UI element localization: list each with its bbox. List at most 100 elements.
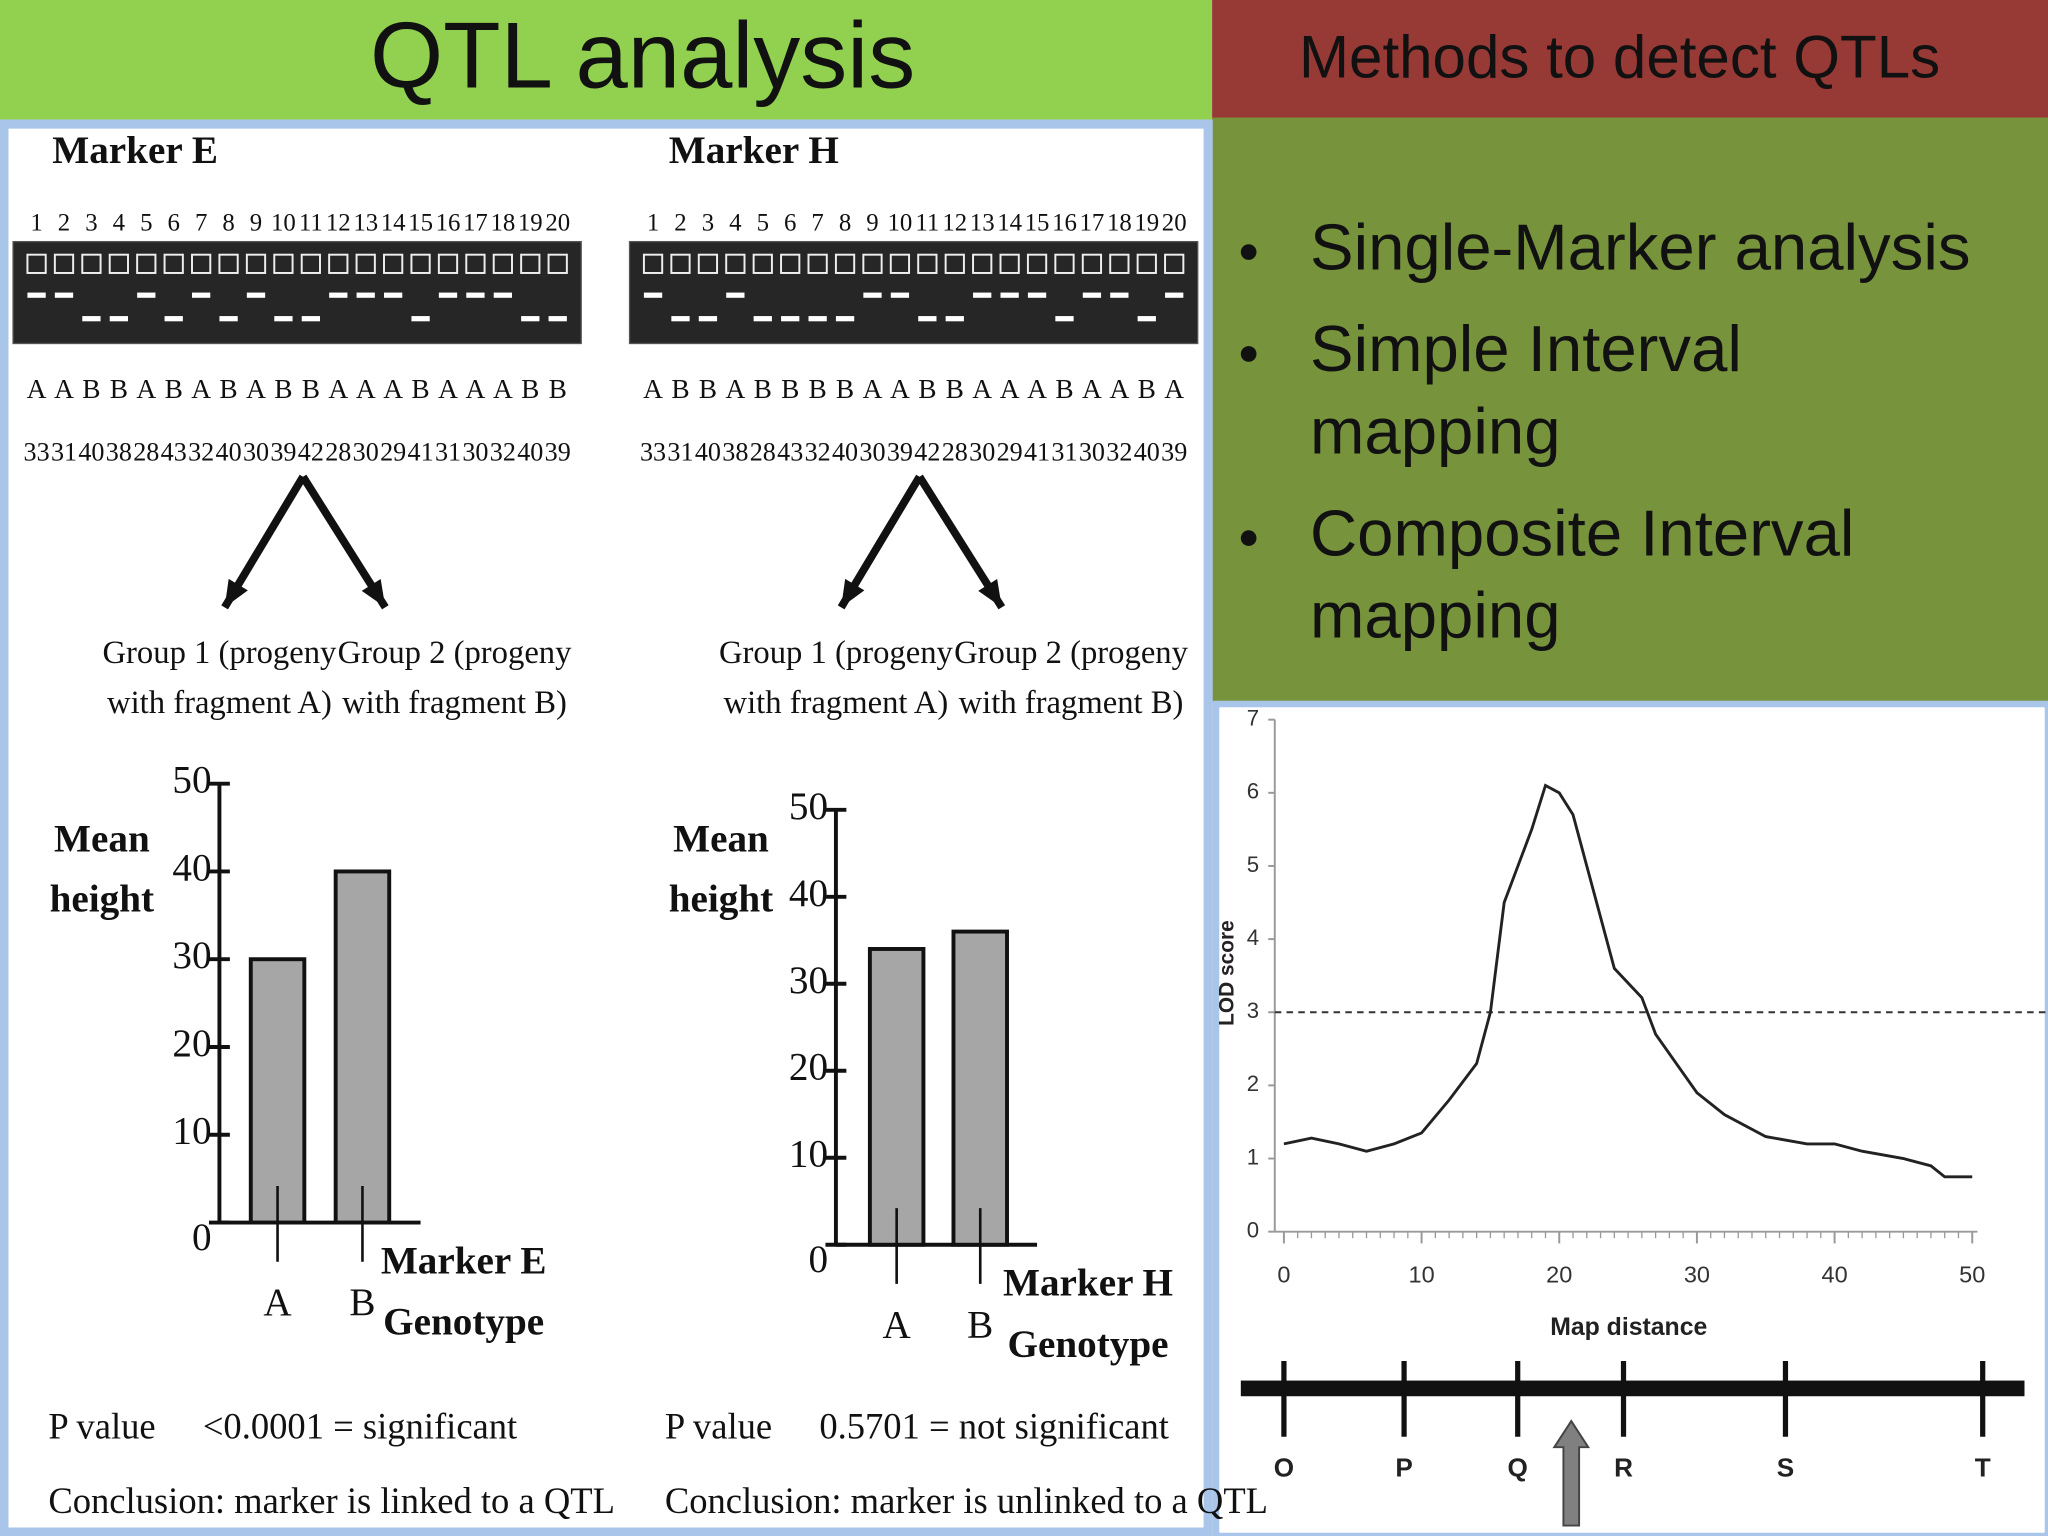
p-value: <0.0001 = significant xyxy=(203,1406,517,1447)
x-tick-label: 30 xyxy=(1684,1261,1710,1287)
gel-band xyxy=(356,292,375,298)
arrow-head xyxy=(361,578,386,608)
height-value: 29 xyxy=(380,438,406,467)
map-marker-label: Q xyxy=(1508,1452,1528,1482)
gel-well xyxy=(917,253,938,274)
gel-well xyxy=(218,253,239,274)
genotype: A xyxy=(466,374,486,404)
lane-number: 19 xyxy=(1134,209,1159,236)
gel-band xyxy=(753,316,772,322)
height-value: 40 xyxy=(1134,438,1160,467)
gel-well xyxy=(383,253,404,274)
height-value: 32 xyxy=(805,438,831,467)
map-marker-label: R xyxy=(1614,1452,1633,1482)
y-tick-label: 2 xyxy=(1247,1071,1259,1096)
gel-well xyxy=(163,253,184,274)
y-tick-label: 4 xyxy=(1247,925,1259,950)
bullet-text: Composite Interval xyxy=(1310,496,1854,569)
arrow-head xyxy=(224,578,248,608)
gel-well xyxy=(1081,253,1103,274)
gel-well xyxy=(1109,253,1130,274)
height-value: 30 xyxy=(243,438,269,467)
gel-band xyxy=(671,316,690,322)
gel-band xyxy=(781,316,800,322)
p-label: P value xyxy=(665,1406,772,1447)
genotype: A xyxy=(246,374,266,404)
gel-band xyxy=(890,292,910,298)
lane-number: 7 xyxy=(195,209,207,236)
lane-number: 9 xyxy=(250,209,262,236)
group-label: with fragment B) xyxy=(959,685,1184,721)
genotype: A xyxy=(356,374,376,404)
gel-well xyxy=(465,253,486,274)
gel-band xyxy=(726,292,745,298)
genotype: B xyxy=(110,374,128,404)
height-value: 30 xyxy=(969,438,995,467)
x-axis-label: Map distance xyxy=(1550,1314,1707,1341)
gel-well xyxy=(520,253,541,274)
gel-band xyxy=(973,292,992,298)
lane-number: 5 xyxy=(140,209,152,236)
genotype: B xyxy=(302,374,320,404)
map-bar xyxy=(1240,1380,2025,1397)
y-tick-label: 0 xyxy=(1247,1218,1259,1243)
y-axis-label: height xyxy=(669,878,773,921)
gel-band xyxy=(918,316,937,322)
y-tick-label: 0 xyxy=(808,1238,828,1281)
lane-number: 5 xyxy=(757,209,769,236)
height-value: 40 xyxy=(216,438,242,467)
side-title: Methods to detect QTLs xyxy=(1299,23,1940,90)
gel-band xyxy=(1137,316,1156,322)
gel-well xyxy=(547,253,568,274)
genotype: B xyxy=(754,374,772,404)
gel-well xyxy=(1054,253,1075,274)
genotype: A xyxy=(136,374,156,404)
group-label: Group 2 (progeny xyxy=(954,635,1189,671)
height-value: 38 xyxy=(722,438,748,467)
lane-number: 15 xyxy=(408,209,433,236)
gel-well xyxy=(437,253,459,274)
qtl-arrow xyxy=(1552,1419,1591,1527)
bullet-dot xyxy=(1240,530,1257,546)
x-axis-label: Genotype xyxy=(1007,1323,1168,1366)
height-value: 32 xyxy=(1106,438,1132,467)
lane-number: 2 xyxy=(674,209,686,236)
x-tick-label: 40 xyxy=(1822,1261,1848,1287)
marker-name: Marker H xyxy=(669,129,839,172)
height-value: 38 xyxy=(106,438,132,467)
lane-number: 13 xyxy=(970,209,995,236)
lane-number: 7 xyxy=(811,209,823,236)
arrow-head xyxy=(841,578,865,608)
group-label: with fragment A) xyxy=(107,685,332,721)
gel-well xyxy=(492,253,513,274)
height-value: 28 xyxy=(750,438,776,467)
gel-well xyxy=(972,253,993,274)
lane-number: 12 xyxy=(326,209,351,236)
y-tick-label: 3 xyxy=(1247,998,1259,1023)
lane-number: 10 xyxy=(888,209,913,236)
gel-band xyxy=(698,316,718,322)
x-tick-label: A xyxy=(883,1303,911,1346)
bar xyxy=(867,947,926,1247)
bullet-text: mapping xyxy=(1310,579,1560,652)
y-axis-label: height xyxy=(50,878,154,921)
gel-band xyxy=(1055,316,1074,322)
p-value: 0.5701 = not significant xyxy=(819,1406,1169,1447)
side-title-bar xyxy=(1212,0,2048,121)
group-label: Group 1 (progeny xyxy=(102,635,337,671)
gel-band xyxy=(301,316,320,322)
y-tick-label: 1 xyxy=(1247,1144,1259,1169)
height-value: 39 xyxy=(270,438,296,467)
x-tick-label: B xyxy=(349,1281,375,1324)
gel-well xyxy=(642,253,664,274)
lane-number: 6 xyxy=(784,209,796,236)
y-tick-label: 50 xyxy=(172,759,211,802)
gel-well xyxy=(26,253,47,274)
y-tick-label: 6 xyxy=(1247,779,1259,804)
gel-well xyxy=(300,253,321,274)
lane-number: 8 xyxy=(839,209,851,236)
conclusion: Conclusion: marker is unlinked to a QTL xyxy=(665,1480,1268,1521)
gel-band xyxy=(27,292,46,298)
gel-band xyxy=(246,292,266,298)
lane-number: 17 xyxy=(1080,209,1105,236)
